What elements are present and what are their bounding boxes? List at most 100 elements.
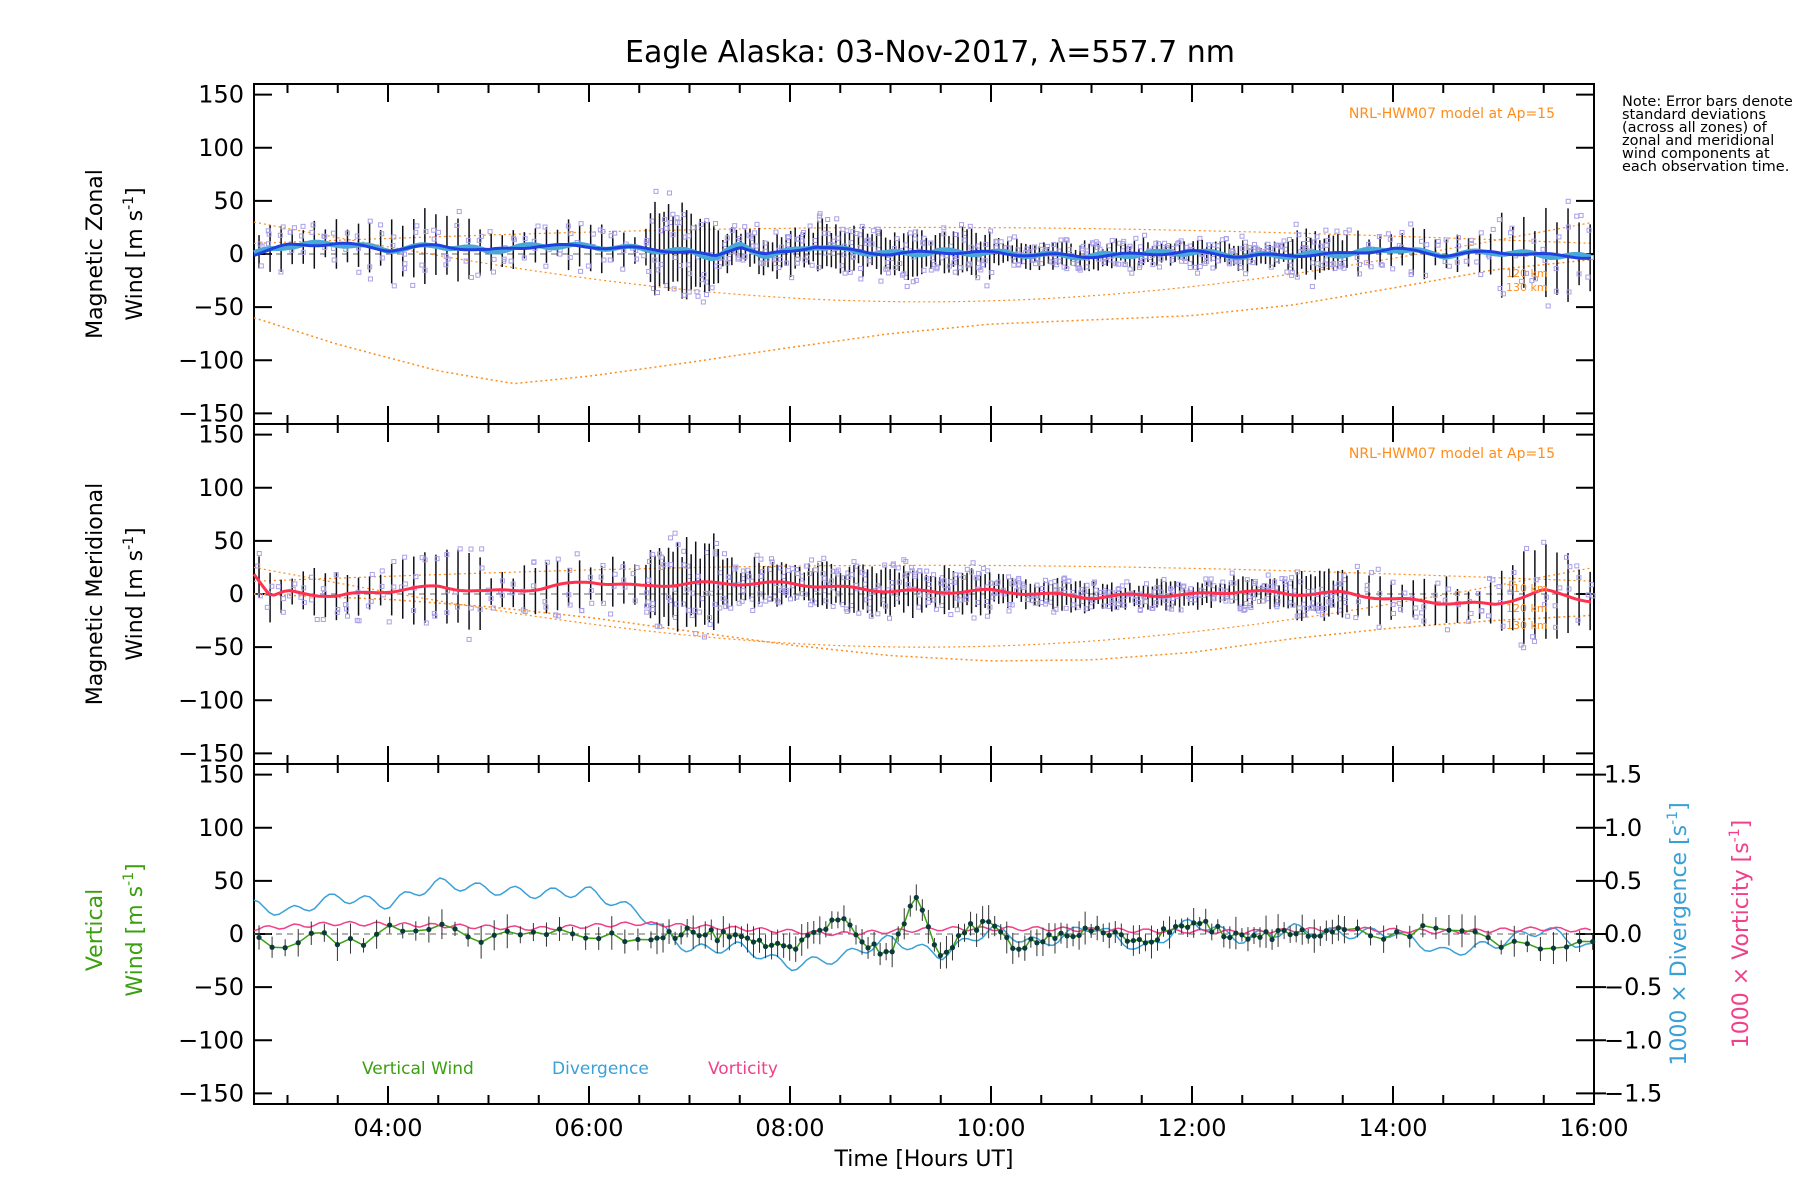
y-tick-label: 50 bbox=[213, 527, 244, 555]
zone-point bbox=[1542, 601, 1548, 607]
zone-point bbox=[708, 590, 714, 596]
zone-point bbox=[1379, 262, 1385, 268]
y-tick-label: −50 bbox=[193, 973, 244, 1001]
zone-point bbox=[1421, 618, 1427, 624]
vertical-wind-point bbox=[883, 949, 889, 955]
zone-point bbox=[1456, 243, 1462, 249]
zone-point bbox=[687, 271, 693, 277]
zone-point bbox=[1268, 264, 1274, 270]
zone-point bbox=[659, 554, 665, 560]
zone-point bbox=[1566, 586, 1572, 592]
vertical-wind-point bbox=[1446, 927, 1452, 933]
zone-point bbox=[278, 269, 284, 275]
zone-point bbox=[905, 582, 911, 588]
zone-point bbox=[1084, 248, 1090, 254]
zone-point bbox=[948, 612, 954, 618]
zone-point bbox=[1553, 288, 1559, 294]
y-tick-label: 100 bbox=[198, 134, 244, 162]
zone-point bbox=[1058, 237, 1064, 243]
zone-point bbox=[423, 229, 429, 235]
zone-point bbox=[975, 599, 981, 605]
x-tick-label: 06:00 bbox=[554, 1114, 623, 1142]
zone-point bbox=[983, 241, 989, 247]
zone-point bbox=[1005, 245, 1011, 251]
zone-point bbox=[984, 598, 990, 604]
zone-point bbox=[1150, 605, 1156, 611]
zone-point bbox=[1051, 242, 1057, 248]
zone-point bbox=[982, 258, 988, 264]
zone-point bbox=[1511, 569, 1517, 575]
zone-point bbox=[1316, 606, 1322, 612]
zone-point bbox=[1588, 582, 1594, 588]
vertical-wind-point bbox=[1245, 936, 1251, 942]
zone-point bbox=[681, 212, 687, 218]
vertical-wind-point bbox=[256, 934, 262, 941]
zone-point bbox=[1390, 579, 1396, 585]
zone-point bbox=[402, 261, 408, 267]
zone-point bbox=[820, 571, 826, 577]
zone-point bbox=[753, 243, 759, 249]
zone-point bbox=[1243, 239, 1249, 245]
zone-point bbox=[1063, 605, 1069, 611]
zone-point bbox=[789, 275, 795, 281]
zone-point bbox=[1421, 604, 1427, 610]
vertical-wind-point bbox=[1124, 938, 1130, 944]
zone-point bbox=[1118, 598, 1124, 604]
zone-point bbox=[1161, 577, 1167, 583]
zone-point bbox=[941, 231, 947, 237]
zone-point bbox=[737, 235, 743, 241]
vertical-wind-point bbox=[998, 929, 1004, 935]
zone-point bbox=[704, 218, 710, 224]
zone-point bbox=[921, 267, 927, 273]
zone-point bbox=[696, 609, 702, 615]
zone-point bbox=[542, 599, 548, 605]
zone-point bbox=[858, 265, 864, 271]
zone-point bbox=[1170, 588, 1176, 594]
zone-point bbox=[365, 603, 371, 609]
zone-point bbox=[1197, 235, 1203, 241]
svg-text:Wind [m s-1]: Wind [m s-1] bbox=[121, 527, 148, 660]
zone-point bbox=[1137, 264, 1143, 270]
zone-point bbox=[746, 232, 752, 238]
zone-point bbox=[265, 228, 271, 234]
zone-point bbox=[1378, 261, 1384, 267]
zonal-wind-line-light bbox=[253, 239, 1592, 262]
zone-point bbox=[457, 546, 463, 552]
vertical-wind-point bbox=[1112, 929, 1118, 935]
zone-point bbox=[684, 586, 690, 592]
zone-point bbox=[758, 556, 764, 562]
zone-point bbox=[1061, 576, 1067, 582]
vertical-wind-point bbox=[1485, 934, 1491, 941]
zone-point bbox=[608, 233, 614, 239]
vertical-wind-point bbox=[919, 907, 925, 913]
zone-point bbox=[1322, 261, 1328, 267]
zone-point bbox=[1304, 237, 1310, 243]
zone-point bbox=[654, 623, 660, 629]
zone-point bbox=[1084, 264, 1090, 270]
zone-point bbox=[1071, 602, 1077, 608]
zone-point bbox=[1338, 581, 1344, 587]
zone-point bbox=[277, 232, 283, 238]
zone-point bbox=[1091, 580, 1097, 586]
zone-point bbox=[378, 222, 384, 228]
vertical-wind-point bbox=[1034, 940, 1040, 946]
zone-point bbox=[1341, 265, 1347, 271]
vertical-wind-point bbox=[1106, 932, 1112, 938]
vertical-wind-point bbox=[949, 945, 956, 951]
zone-point bbox=[1206, 242, 1212, 248]
zone-point bbox=[695, 293, 701, 299]
zone-point bbox=[1126, 245, 1132, 251]
zone-point bbox=[1064, 266, 1070, 272]
legend-divergence: Divergence bbox=[552, 1059, 649, 1079]
svg-text:1000 × Divergence [s-1]: 1000 × Divergence [s-1] bbox=[1665, 802, 1692, 1065]
zone-point bbox=[1282, 579, 1288, 585]
zone-point bbox=[1354, 563, 1360, 569]
zone-point bbox=[746, 574, 752, 580]
zone-point bbox=[309, 229, 315, 235]
y2-tick-label: −1.0 bbox=[1604, 1026, 1662, 1054]
zone-point bbox=[667, 598, 673, 604]
vertical-wind-point bbox=[439, 921, 445, 927]
zone-point bbox=[800, 238, 806, 244]
zone-point bbox=[690, 590, 696, 596]
zone-point bbox=[865, 237, 871, 243]
